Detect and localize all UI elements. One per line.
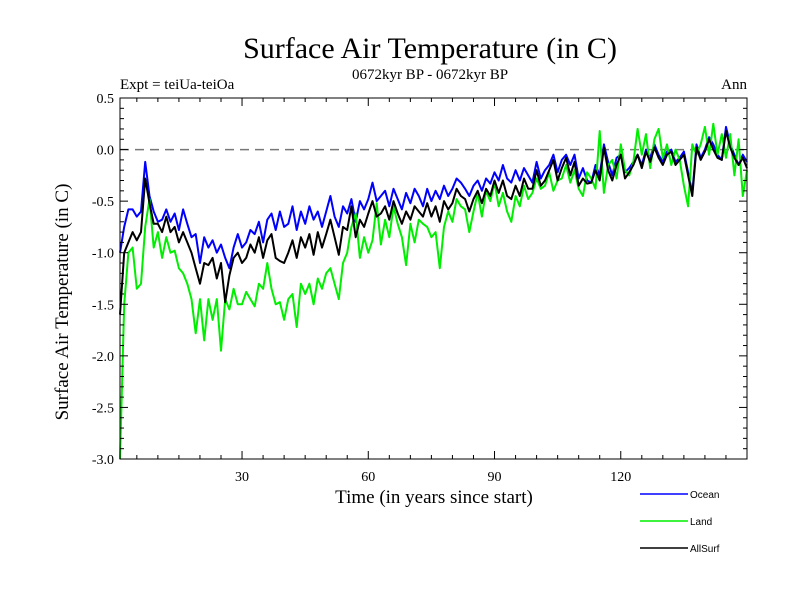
y-tick-label: -0.5 [92,195,114,210]
legend-label-land: Land [690,517,712,528]
legend: Ocean Land AllSurf [640,490,720,555]
y-tick-label: -2.5 [92,401,114,416]
y-tick-label: -3.0 [92,453,114,468]
legend-label-allsurf: AllSurf [690,544,720,555]
plot-area: -3.0 -2.5 -2.0 -1.5 -1.0 -0.5 0.0 0.5 30 60 90 120 [92,92,748,485]
y-tick-label: -1.0 [92,247,114,262]
y-tick-label: 0.0 [97,144,115,159]
y-tick-label: -2.0 [92,350,114,365]
legend-label-ocean: Ocean [690,490,719,501]
ticks-layer: -3.0 -2.5 -2.0 -1.5 -1.0 -0.5 0.0 0.5 30 60 90 120 [92,92,747,485]
series-layer [119,122,748,460]
season-label: Ann [721,77,747,93]
x-axis-label: Time (in years since start) [335,487,533,508]
x-tick-label: 60 [361,470,375,485]
series-line-allsurf [119,130,748,315]
chart-subtitle: 0672kyr BP - 0672kyr BP [352,67,508,83]
y-tick-label: -1.5 [92,298,114,313]
experiment-label: Expt = teiUa-teiOa [120,77,235,93]
x-tick-label: 90 [488,470,502,485]
x-tick-label: 30 [235,470,249,485]
plot-frame [119,97,748,460]
y-axis-label: Surface Air Temperature (in C) [52,184,73,421]
y-tick-label: 0.5 [97,92,115,107]
chart-title: Surface Air Temperature (in C) [243,32,617,65]
x-tick-label: 120 [610,470,631,485]
series-line-land [119,122,748,460]
